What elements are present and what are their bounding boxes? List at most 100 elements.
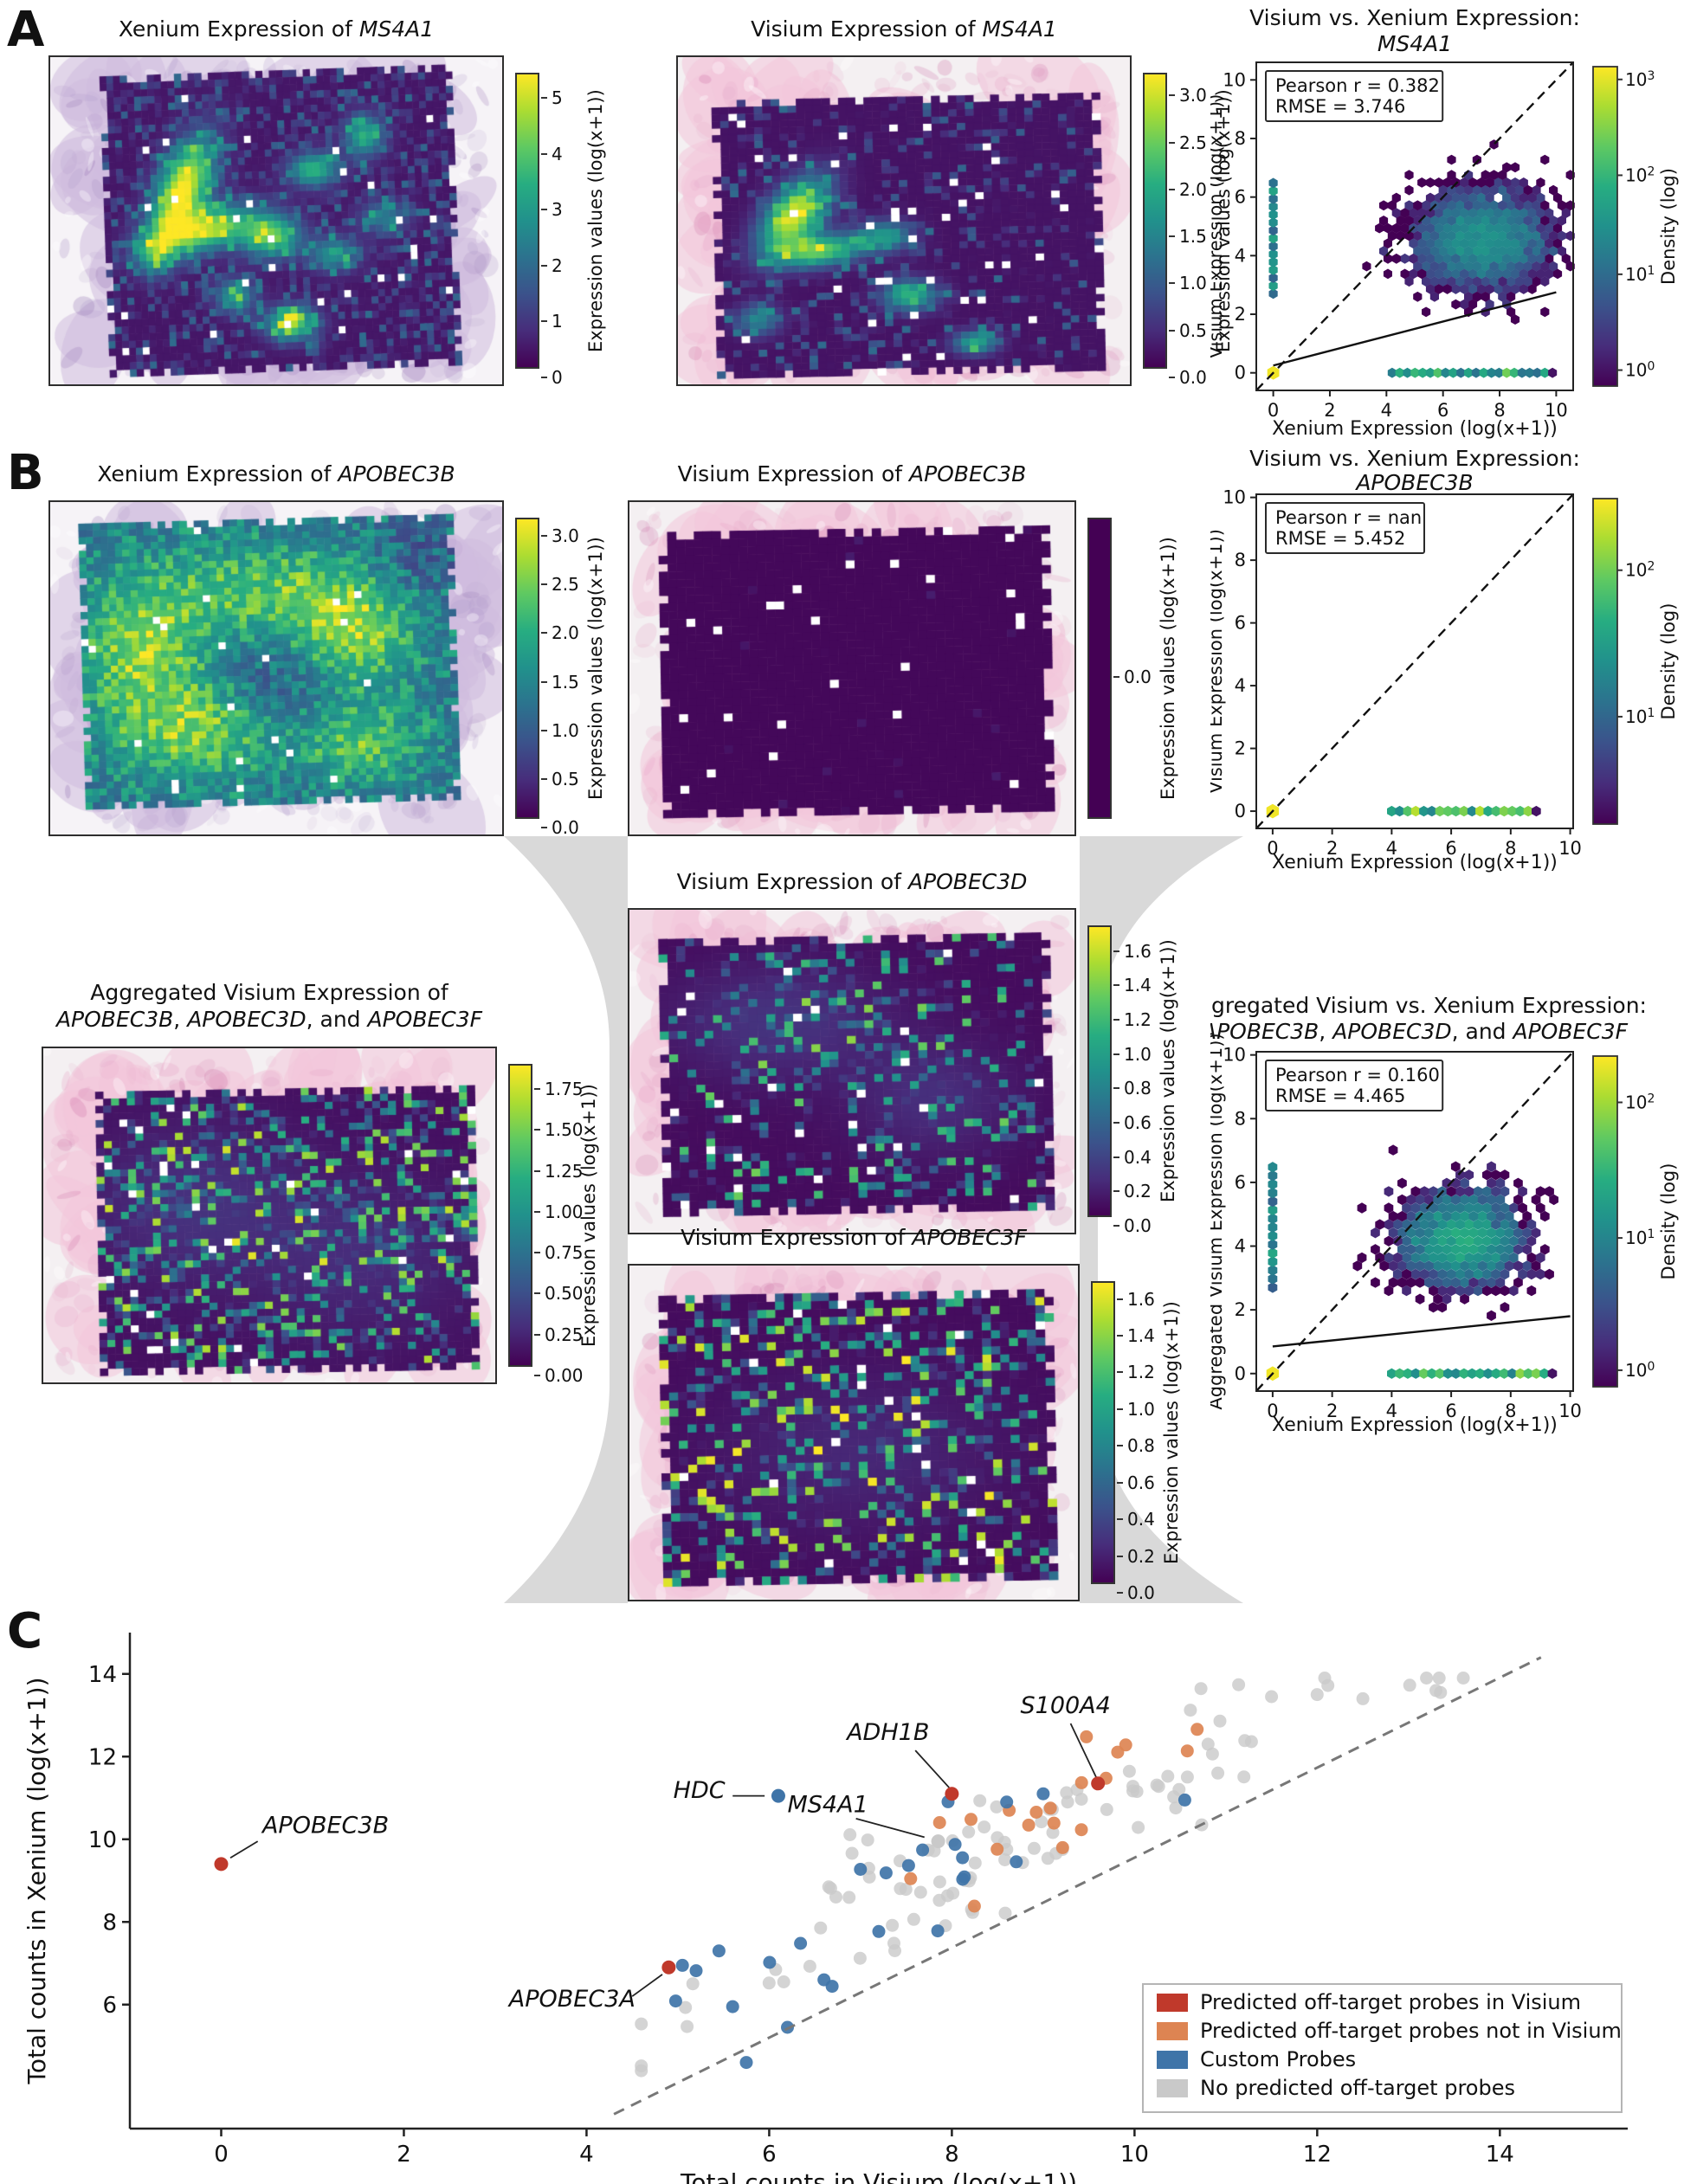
axis-text: 12 (1303, 2142, 1332, 2168)
gene-label: APOBEC3A (507, 1986, 636, 2013)
hexbin-points (1267, 139, 1575, 380)
colorbar-tick: 1.6 (1113, 941, 1152, 962)
colorbar-gradient (1087, 925, 1112, 1217)
figure-title: Xenium Expression of APOBEC3B (0, 461, 582, 487)
axis-text: 4 (1386, 1401, 1397, 1421)
tissue-canvas (43, 1048, 495, 1382)
density-tick: 102 (1625, 164, 1655, 185)
colorbar-tick: 1.50 (534, 1119, 584, 1140)
axis-text: 10 (1223, 69, 1246, 90)
scatter-title-line: Aggregated Visium vs. Xenium Expression: (1210, 994, 1647, 1018)
title-line: Xenium Exp​ression of MS4A1 (118, 16, 435, 42)
x-axis-label: Xenium Expression (log(x+1)) (1272, 852, 1558, 873)
axis-text: 0 (1268, 400, 1279, 421)
y-axis-label: Visium Expression (log(x+1)) (1210, 94, 1226, 359)
colorbar-tick: 0.0 (541, 817, 579, 838)
axis-text: 0 (1235, 363, 1246, 383)
colorbar-tick: 1.0 (541, 720, 579, 741)
plot-frame (1255, 493, 1574, 829)
colorbar-gradient (1087, 518, 1112, 819)
tissue-canvas (678, 57, 1130, 384)
tissue-canvas (629, 910, 1074, 1233)
axis-text: 10 (1223, 1045, 1246, 1066)
colorbar-tick: 1.0 (1169, 273, 1207, 293)
colorbar-tick: 3.0 (541, 525, 579, 546)
title-line: APOBEC3B, APOBEC3D, and APOBEC3F (55, 1007, 483, 1032)
axis-text: 4 (1235, 675, 1246, 696)
gene-label: APOBEC3B (261, 1813, 389, 1839)
scatter-title-line: APOBEC3B (1354, 470, 1473, 495)
figure-title: Visium Expression of APOBEC3F (550, 1224, 1158, 1251)
colorbar-tick: 1.4 (1117, 1325, 1155, 1346)
colorbar-tick: 1.2 (1113, 1009, 1152, 1030)
density-tick: 102 (1625, 1092, 1655, 1112)
colorbar-tick: 0.0 (1117, 1582, 1155, 1603)
colorbar-tick: 0.25 (534, 1324, 584, 1345)
density-label: Density (log) (1658, 603, 1679, 720)
axis-text: 0 (1235, 801, 1246, 821)
density-tick: 102 (1625, 560, 1655, 581)
legend-label: Predicted off-target probes not in Visiu… (1200, 2019, 1622, 2043)
colorbar-axis-label: Expression values (log(x+1)) (1161, 1301, 1182, 1564)
colorbar-tick: 1.6 (1117, 1289, 1155, 1310)
axis-ticks: 0 2 4 6 8 10 12 14 6 8 10 12 14 (88, 1662, 1514, 2168)
gene-label: MS4A1 (788, 1792, 868, 1819)
axis-text: 4 (1235, 1236, 1246, 1257)
axis-text: 2 (397, 2142, 411, 2168)
axis-ticks: 0 0 2 2 4 4 6 6 8 8 10 10 (1223, 1045, 1582, 1421)
figure-title: Visium Expression of APOBEC3D (550, 868, 1154, 895)
scatter-points (635, 1672, 1470, 2078)
fit-line (1273, 291, 1557, 367)
colorbar-tick: 1 (541, 311, 563, 332)
density-label: Density (log) (1658, 1163, 1679, 1280)
colorbar-gradient (515, 73, 539, 369)
x-axis-label: Total counts in Visium (log(x+1)) (680, 2168, 1077, 2184)
colorbar-tick: 1.5 (541, 672, 579, 693)
plot-frame (1255, 1051, 1574, 1392)
colorbar-tick: 0.6 (1113, 1112, 1152, 1133)
colorbar-tick: 1.4 (1113, 975, 1152, 995)
gene-annotations: APOBEC3B APOBEC3A HDC MS4A1 ADH1B S100A4 (214, 1692, 1111, 2013)
axis-text: 8 (102, 1910, 117, 1936)
density-colorbar: 100 101 102 Density (log) (1592, 1055, 1679, 1388)
colorbar-gradient (1091, 1281, 1115, 1584)
panel-a-label: A (7, 2, 45, 58)
colorbar-tick: 0.4 (1117, 1509, 1155, 1530)
figure-title: Visium Expression of MS4A1 (598, 16, 1210, 42)
colorbar-tick: 0 (541, 367, 563, 388)
colorbar-gradient (1143, 73, 1167, 369)
axis-text: 12 (88, 1744, 117, 1770)
tissue-plot-frame (42, 1047, 497, 1384)
legend-label: No predicted off-target probes (1200, 2076, 1515, 2100)
pearson-text: Pearson r = 0.382 (1275, 75, 1440, 96)
left-funnel-shape (504, 836, 628, 1603)
legend-swatch (1157, 1994, 1188, 2012)
density-tick: 101 (1625, 264, 1655, 285)
rmse-text: RMSE = 5.452 (1275, 528, 1405, 549)
title-line: Aggregated Visium Expression of (90, 980, 448, 1005)
axis-text: 8 (1505, 1401, 1516, 1421)
colorbar-tick: 2 (541, 255, 563, 276)
axis-text: 4 (579, 2142, 594, 2168)
fig-xenium-ms4a1: Xenium Exp​ression of MS4A1 0 1 2 3 4 5 Expres… (48, 16, 606, 388)
density-tick: 101 (1625, 1227, 1655, 1248)
axis-text: 10 (1545, 400, 1568, 421)
axis-text: 10 (1558, 1401, 1582, 1421)
axis-text: 6 (1235, 1172, 1246, 1193)
colorbar-tick: 0.50 (534, 1283, 584, 1304)
hexbin-points (1266, 803, 1541, 819)
panel-c-scatter: APOBEC3B APOBEC3A HDC MS4A1 ADH1B S100A4 0 2 4 6 8… (23, 1633, 1628, 2184)
colorbar-tick: 0.2 (1117, 1546, 1155, 1567)
scatter-title-line: Visium vs. Xenium Expression: (1249, 5, 1580, 30)
legend-swatch (1157, 2051, 1188, 2069)
axis-text: 4 (1235, 245, 1246, 266)
axis-text: 2 (1235, 304, 1246, 325)
axis-text: 6 (1235, 613, 1246, 634)
axis-text: 8 (945, 2142, 959, 2168)
plot-frame (1255, 61, 1574, 391)
rmse-text: RMSE = 3.746 (1275, 96, 1405, 117)
colorbar-tick: 1.0 (1117, 1399, 1155, 1420)
axis-text: 4 (1381, 400, 1392, 421)
expression-colorbar: 0.00 0.25 0.50 0.75 1.00 1.25 1.50 1.75 Expressi… (508, 1064, 648, 1386)
